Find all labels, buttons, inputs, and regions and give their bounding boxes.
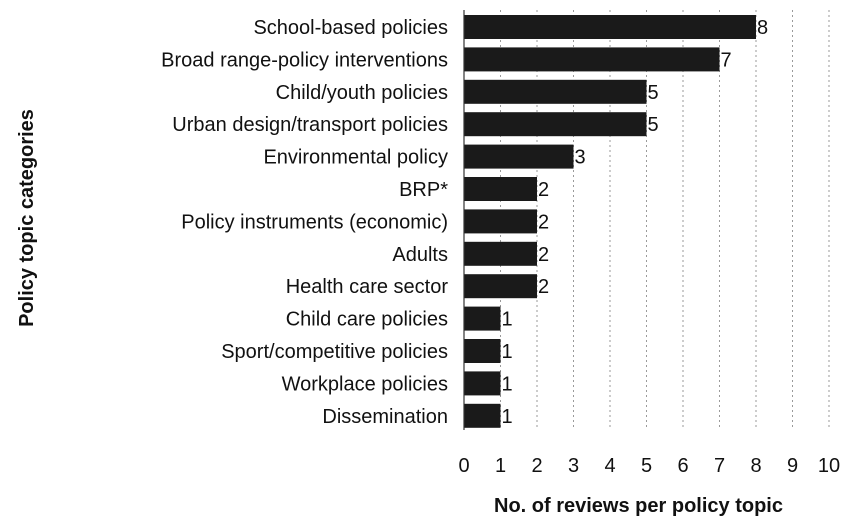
value-label: 3: [575, 147, 586, 169]
bar: [464, 47, 720, 72]
bar: [464, 177, 537, 201]
category-label: Urban design/transport policies: [172, 114, 448, 136]
grid-layer: [500, 10, 830, 430]
x-tick-label: 1: [495, 455, 506, 477]
bar: [464, 306, 501, 331]
value-label: 7: [721, 49, 732, 71]
bar: [464, 371, 501, 396]
bar: [464, 241, 537, 266]
category-labels: School-based policies Broad range-policy …: [161, 17, 448, 428]
category-label: Policy instruments (economic): [181, 211, 448, 233]
x-tick-label: 2: [531, 455, 542, 477]
value-label: 1: [502, 309, 513, 331]
bar: [464, 15, 756, 39]
value-label: 2: [538, 276, 549, 298]
bar: [464, 144, 574, 169]
value-label: 2: [538, 211, 549, 233]
value-label: 1: [502, 373, 513, 395]
category-label: Child/youth policies: [276, 82, 448, 104]
category-label: Health care sector: [286, 276, 449, 298]
category-label: Dissemination: [322, 406, 448, 428]
category-label: Environmental policy: [263, 147, 448, 169]
x-tick-labels: 0 1 2 3 4 5 6 7 8 9 10: [458, 455, 840, 477]
category-label: Workplace policies: [282, 373, 448, 395]
bar: [464, 403, 501, 428]
bar: [464, 112, 647, 137]
x-tick-label: 5: [641, 455, 652, 477]
value-label: 2: [538, 244, 549, 266]
category-label: BRP*: [399, 179, 448, 201]
category-label: Child care policies: [286, 309, 448, 331]
x-tick-label: 8: [750, 455, 761, 477]
bar: [464, 209, 537, 234]
bar: [464, 79, 647, 104]
category-label: Sport/competitive policies: [221, 341, 448, 363]
x-tick-label: 9: [787, 455, 798, 477]
bar: [464, 274, 537, 299]
value-label: 1: [502, 406, 513, 428]
x-tick-label: 6: [677, 455, 688, 477]
y-axis-title: Policy topic categories: [16, 109, 38, 327]
bar: [464, 339, 501, 363]
x-tick-label: 7: [714, 455, 725, 477]
x-tick-label: 0: [458, 455, 469, 477]
x-axis-title: No. of reviews per policy topic: [494, 495, 783, 517]
x-tick-label: 10: [818, 455, 840, 477]
category-label: Broad range-policy interventions: [161, 49, 448, 71]
category-label: Adults: [392, 244, 448, 266]
value-labels: 8 7 5 5 3 2 2 2 2 1 1 1 1: [502, 17, 769, 428]
value-label: 8: [757, 17, 768, 39]
category-label: School-based policies: [253, 17, 448, 39]
value-label: 5: [648, 114, 659, 136]
x-tick-label: 4: [604, 455, 615, 477]
bar-layer: [464, 15, 756, 428]
value-label: 2: [538, 179, 549, 201]
x-tick-label: 3: [568, 455, 579, 477]
value-label: 1: [502, 341, 513, 363]
value-label: 5: [648, 82, 659, 104]
